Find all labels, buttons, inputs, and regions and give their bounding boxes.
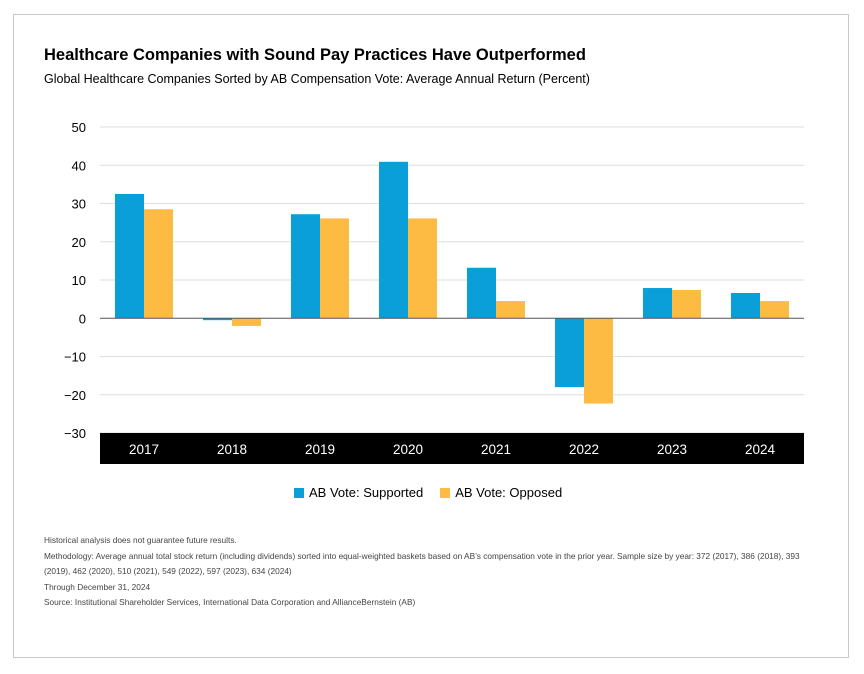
x-tick-label: 2018 (217, 442, 247, 457)
bar-supported (379, 161, 408, 319)
legend-item-supported: AB Vote: Supported (294, 485, 423, 500)
legend-swatch-opposed (440, 487, 451, 498)
bar-supported (643, 288, 672, 319)
bar-opposed (320, 218, 349, 319)
bar-supported (291, 214, 320, 319)
footnotes: Historical analysis does not guarantee f… (44, 533, 814, 611)
bar-opposed (672, 289, 701, 319)
bar-opposed (760, 301, 789, 319)
y-tick-label: 20 (72, 235, 86, 250)
note-source: Source: Institutional Shareholder Servic… (44, 597, 416, 607)
bar-opposed (496, 301, 525, 319)
bar-supported (467, 267, 496, 319)
bar-supported (731, 293, 760, 319)
note-methodology: Methodology: Average annual total stock … (44, 550, 800, 577)
x-tick-label: 2024 (745, 442, 776, 457)
chart-title: Healthcare Companies with Sound Pay Prac… (44, 46, 586, 64)
x-axis-band (100, 433, 804, 464)
y-tick-label: 10 (72, 273, 86, 288)
bar-opposed (584, 318, 613, 404)
note-disclaimer: Historical analysis does not guarantee f… (44, 535, 237, 545)
x-tick-label: 2021 (481, 442, 511, 457)
legend: AB Vote: Supported AB Vote: Opposed (294, 485, 579, 500)
figure-frame (13, 14, 849, 658)
y-tick-label: 0 (79, 311, 86, 326)
y-tick-label: 30 (72, 197, 86, 212)
x-tick-label: 2020 (393, 442, 423, 457)
bar-supported (203, 318, 232, 321)
y-tick-label: −20 (64, 388, 86, 403)
x-tick-label: 2022 (569, 442, 599, 457)
x-tick-label: 2017 (129, 442, 159, 457)
bar-opposed (232, 318, 261, 326)
y-tick-label: 50 (72, 120, 86, 135)
bar-supported (115, 193, 144, 319)
chart-subtitle: Global Healthcare Companies Sorted by AB… (44, 72, 590, 86)
bar-opposed (144, 209, 173, 319)
legend-item-opposed: AB Vote: Opposed (440, 485, 562, 500)
legend-swatch-supported (294, 487, 304, 498)
y-tick-label: −10 (64, 350, 86, 365)
x-tick-label: 2019 (305, 442, 335, 457)
y-tick-label: −30 (64, 426, 86, 441)
bar-supported (555, 318, 584, 388)
legend-label-opposed: AB Vote: Opposed (455, 485, 563, 500)
note-date: Through December 31, 2024 (44, 581, 151, 592)
y-tick-label: 40 (72, 158, 86, 173)
bar-opposed (408, 218, 437, 319)
x-tick-label: 2023 (657, 442, 687, 457)
legend-label-supported: AB Vote: Supported (309, 485, 424, 500)
